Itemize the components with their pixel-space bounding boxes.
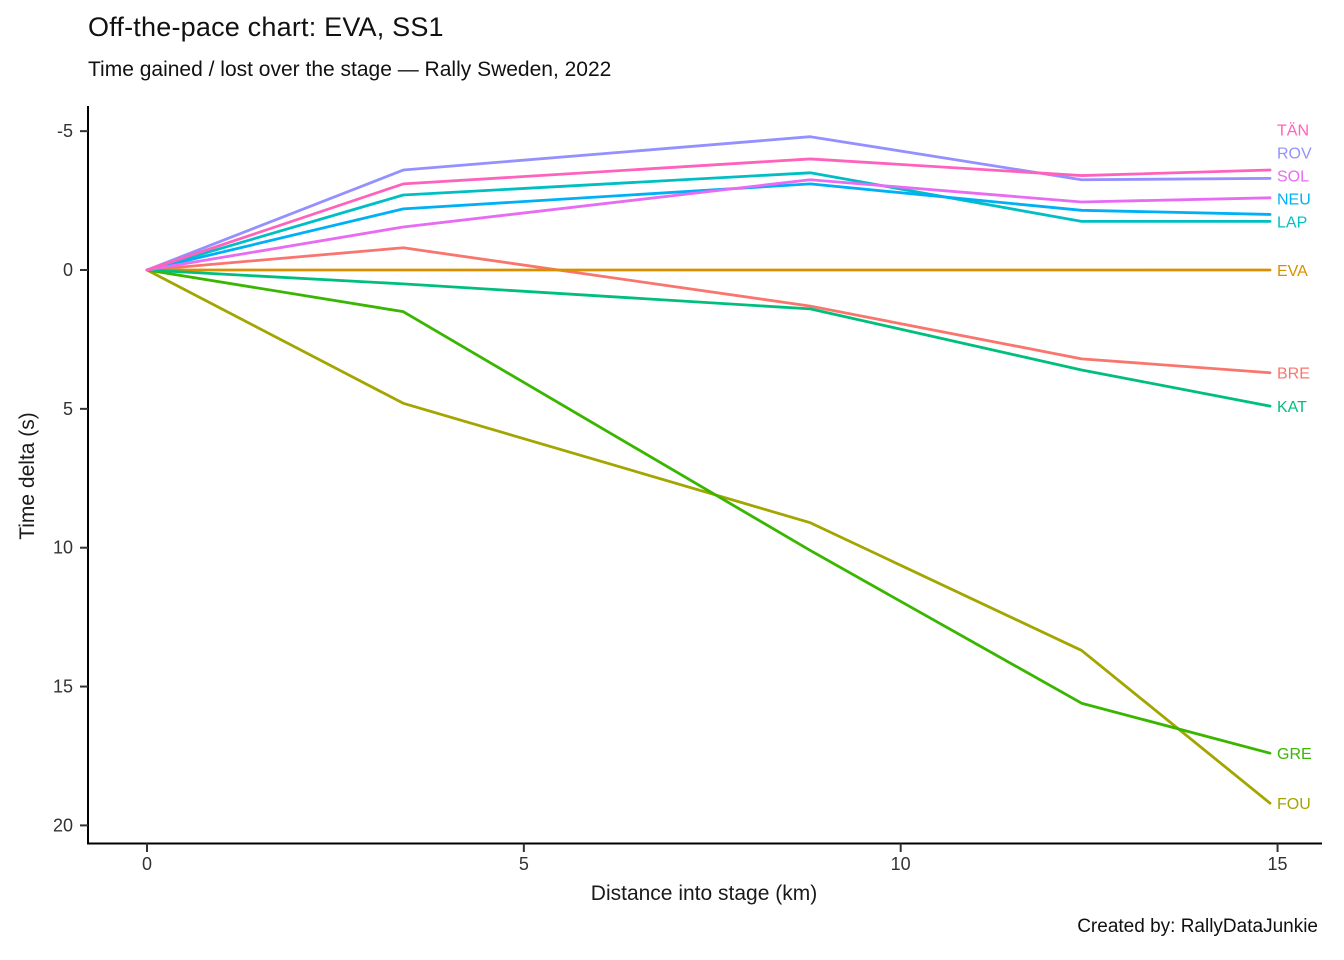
series-label-TÄN: TÄN: [1277, 121, 1309, 139]
y-tick-label-5: 5: [63, 399, 73, 419]
series-label-KAT: KAT: [1277, 399, 1307, 416]
series-line-GRE: [145, 268, 1272, 755]
y-tick-label--5: -5: [57, 121, 73, 141]
x-tick-label-15: 15: [1268, 854, 1288, 874]
y-tick-label-0: 0: [63, 260, 73, 280]
series-label-ROV: ROV: [1277, 145, 1312, 162]
series-label-GRE: GRE: [1277, 746, 1312, 763]
x-tick-label-10: 10: [891, 854, 911, 874]
y-tick-label-10: 10: [53, 538, 73, 558]
series-line-BRE: [145, 246, 1272, 375]
series-line-NEU: [145, 182, 1272, 272]
series-label-LAP: LAP: [1277, 214, 1307, 231]
series-line-FOU: [145, 268, 1272, 805]
series-label-BRE: BRE: [1277, 366, 1310, 383]
y-tick-label-20: 20: [53, 815, 73, 835]
series-label-FOU: FOU: [1277, 796, 1311, 813]
x-tick-label-0: 0: [142, 854, 152, 874]
chart-caption: Created by: RallyDataJunkie: [1077, 916, 1318, 937]
x-tick-label-5: 5: [519, 854, 529, 874]
series-line-SOL: [145, 178, 1272, 272]
axis-ticks: 0 5 10 15 -5 0 5 10 15 20: [53, 121, 1288, 874]
series-line-TÄN: [145, 157, 1272, 272]
y-tick-label-15: 15: [53, 677, 73, 697]
series-lines: [145, 135, 1272, 805]
series-line-ROV: [145, 135, 1272, 272]
chart-subtitle: Time gained / lost over the stage — Rall…: [88, 58, 612, 81]
x-axis-title: Distance into stage (km): [591, 882, 817, 905]
chart-title: Off-the-pace chart: EVA, SS1: [88, 12, 444, 42]
series-line-KAT: [145, 268, 1272, 408]
series-label-NEU: NEU: [1277, 191, 1311, 208]
y-axis-title: Time delta (s): [16, 412, 39, 540]
series-label-SOL: SOL: [1277, 168, 1309, 185]
series-line-LAP: [145, 171, 1272, 272]
line-chart-canvas: 0 5 10 15 -5 0 5 10 15 20 FOU GRE KAT BRE EVA LAP NEU SO…: [16, 106, 1322, 905]
series-labels: FOU GRE KAT BRE EVA LAP NEU SOL ROV TÄN: [1277, 121, 1312, 813]
series-label-EVA: EVA: [1277, 263, 1308, 280]
